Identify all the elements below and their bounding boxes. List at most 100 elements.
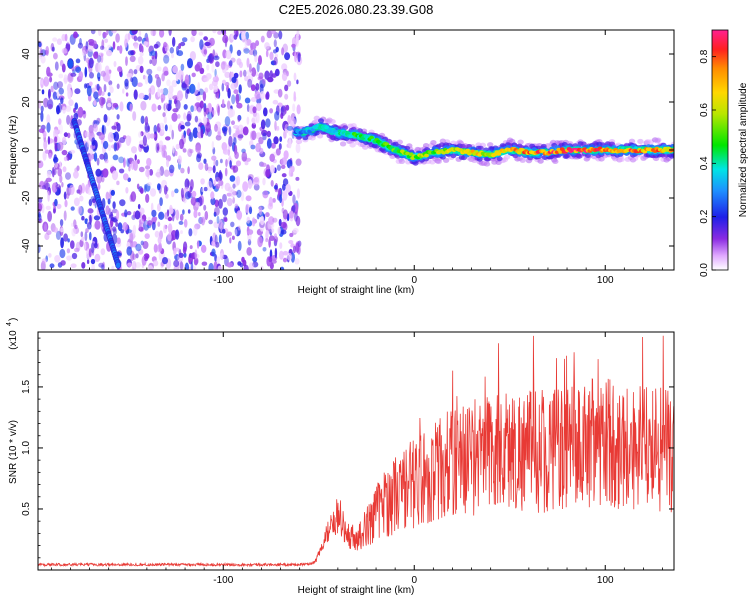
noise-speck (252, 106, 257, 114)
snr-y-multiplier-base: (x10 (8, 330, 19, 350)
noise-speck (102, 261, 106, 270)
noise-speck (166, 79, 171, 87)
noise-speck (237, 115, 241, 123)
noise-speck (207, 168, 212, 174)
noise-speck (243, 69, 247, 77)
noise-speck (151, 221, 156, 231)
noise-speck (227, 108, 234, 118)
noise-speck (260, 35, 265, 43)
noise-speck (179, 213, 184, 221)
noise-speck (204, 162, 209, 172)
noise-speck (272, 198, 276, 203)
noise-speck (66, 114, 71, 125)
noise-speck (151, 103, 157, 112)
noise-speck (102, 140, 109, 150)
noise-speck (158, 122, 165, 129)
noise-speck (137, 203, 141, 210)
noise-speck (280, 157, 288, 166)
noise-speck (284, 123, 289, 134)
noise-speck (148, 87, 152, 94)
noise-speck (276, 164, 281, 171)
noise-speck (48, 97, 53, 108)
noise-speck (260, 162, 267, 167)
noise-speck (70, 263, 77, 269)
noise-speck (288, 129, 293, 136)
noise-speck (67, 132, 71, 139)
noise-speck (76, 165, 80, 171)
noise-speck (231, 235, 235, 240)
noise-speck (216, 215, 220, 224)
noise-speck (49, 76, 53, 83)
noise-speck (211, 63, 215, 73)
noise-speck (217, 265, 223, 270)
noise-speck (108, 80, 113, 86)
noise-speck (117, 66, 123, 73)
noise-speck (218, 234, 222, 244)
noise-speck (278, 143, 282, 150)
noise-speck (183, 219, 188, 228)
noise-speck (216, 92, 220, 99)
noise-speck (133, 35, 138, 42)
noise-speck (289, 117, 296, 128)
x-tick-label: 0 (411, 275, 417, 286)
noise-speck (86, 259, 90, 265)
noise-speck (44, 223, 47, 232)
noise-speck (277, 226, 281, 235)
noise-speck (262, 247, 267, 252)
noise-speck (204, 128, 209, 136)
noise-speck (184, 262, 189, 270)
noise-speck (75, 66, 82, 73)
noise-speck (171, 112, 178, 122)
noise-speck (286, 125, 294, 131)
noise-speck (227, 231, 233, 237)
noise-speck (93, 215, 101, 221)
noise-speck (292, 204, 296, 213)
noise-speck (107, 92, 111, 97)
noise-speck (282, 183, 286, 191)
noise-speck (244, 75, 248, 82)
noise-speck (268, 256, 273, 263)
noise-speck (57, 81, 63, 89)
noise-speck (67, 238, 70, 243)
noise-speck (282, 190, 288, 201)
noise-speck (163, 185, 168, 195)
noise-speck (201, 261, 208, 266)
noise-speck (63, 132, 68, 138)
noise-speck (221, 228, 226, 234)
noise-speck (282, 209, 288, 220)
noise-speck (280, 266, 285, 270)
noise-speck (131, 30, 138, 35)
noise-speck (284, 93, 289, 100)
spectrogram-y-label: Frequency (Hz) (8, 116, 19, 185)
y-tick-label: 0 (21, 147, 32, 153)
noise-speck (74, 247, 80, 253)
noise-speck (70, 240, 75, 250)
noise-speck (149, 169, 154, 176)
noise-speck (59, 248, 66, 259)
noise-speck (228, 60, 233, 67)
diagonal-feature-blob (67, 58, 74, 69)
noise-speck (265, 229, 269, 241)
noise-speck (43, 139, 48, 151)
noise-speck (206, 64, 210, 71)
noise-speck (274, 247, 278, 259)
noise-speck (174, 188, 179, 194)
x-tick-label: -100 (213, 575, 233, 586)
noise-speck (273, 136, 279, 145)
noise-speck (96, 157, 100, 166)
noise-speck (217, 105, 220, 116)
noise-speck (167, 91, 174, 101)
y-tick-label: 1.0 (21, 441, 32, 455)
noise-speck (289, 232, 294, 238)
noise-speck (225, 159, 228, 167)
noise-speck (75, 241, 81, 252)
noise-speck (107, 132, 114, 143)
noise-speck (81, 50, 86, 56)
noise-speck (270, 142, 276, 149)
noise-speck (184, 191, 191, 200)
noise-speck (230, 189, 236, 198)
noise-speck (222, 35, 229, 44)
noise-speck (102, 168, 109, 178)
noise-speck (47, 136, 51, 145)
noise-speck (256, 213, 260, 220)
